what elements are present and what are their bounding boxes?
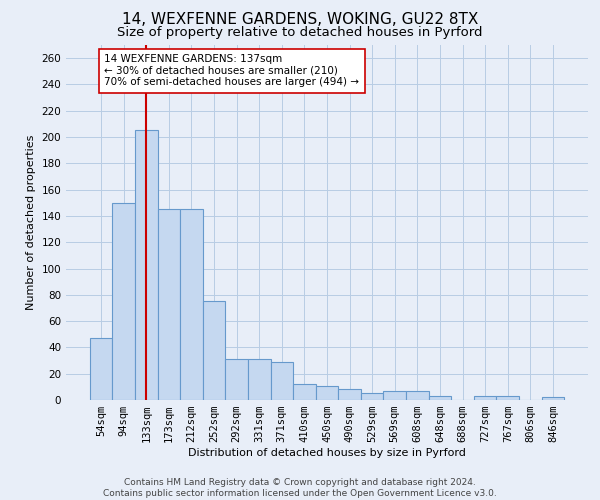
Text: Contains HM Land Registry data © Crown copyright and database right 2024.
Contai: Contains HM Land Registry data © Crown c… [103, 478, 497, 498]
Y-axis label: Number of detached properties: Number of detached properties [26, 135, 36, 310]
Bar [406, 391, 428, 400]
Bar [496, 396, 519, 400]
Bar [338, 390, 361, 400]
Bar [474, 396, 496, 400]
Bar [248, 359, 271, 400]
X-axis label: Distribution of detached houses by size in Pyrford: Distribution of detached houses by size … [188, 448, 466, 458]
Bar [226, 359, 248, 400]
Bar [316, 386, 338, 400]
Bar [203, 302, 226, 400]
Bar [158, 210, 180, 400]
Text: 14, WEXFENNE GARDENS, WOKING, GU22 8TX: 14, WEXFENNE GARDENS, WOKING, GU22 8TX [122, 12, 478, 28]
Text: 14 WEXFENNE GARDENS: 137sqm
← 30% of detached houses are smaller (210)
70% of se: 14 WEXFENNE GARDENS: 137sqm ← 30% of det… [104, 54, 359, 88]
Bar [180, 210, 203, 400]
Bar [428, 396, 451, 400]
Bar [383, 391, 406, 400]
Bar [542, 398, 564, 400]
Bar [293, 384, 316, 400]
Bar [271, 362, 293, 400]
Bar [90, 338, 112, 400]
Bar [135, 130, 158, 400]
Text: Size of property relative to detached houses in Pyrford: Size of property relative to detached ho… [117, 26, 483, 39]
Bar [361, 394, 383, 400]
Bar [112, 203, 135, 400]
